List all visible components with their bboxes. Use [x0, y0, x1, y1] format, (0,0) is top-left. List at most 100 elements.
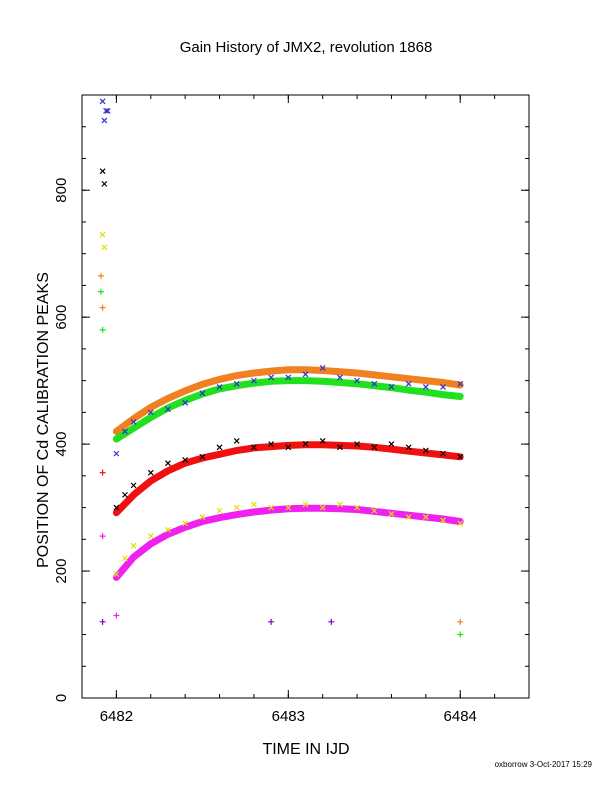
- scatter-point: [182, 399, 189, 406]
- x-tick-label: 6482: [100, 708, 133, 725]
- scatter-point: [268, 374, 275, 381]
- outlier-point: [99, 469, 106, 476]
- scatter-point: [216, 507, 223, 514]
- scatter-point: [388, 441, 395, 448]
- scatter-point: [440, 384, 446, 390]
- scatter-point: [268, 504, 275, 511]
- scatter-point: [216, 444, 223, 451]
- scatter-point: [336, 501, 343, 508]
- scatter-point: [457, 453, 464, 460]
- scatter-point: [130, 482, 137, 489]
- scatter-point: [250, 377, 257, 384]
- scatter-point: [147, 533, 154, 540]
- scatter-point: [122, 428, 128, 435]
- scatter-point: [268, 441, 275, 448]
- plot-frame: [81, 94, 530, 699]
- scatter-point: [113, 504, 120, 511]
- scatter-point: [457, 380, 464, 387]
- fit-lines: [112, 366, 464, 581]
- outlier-point: [328, 618, 335, 625]
- scatter-point: [371, 444, 378, 451]
- fit-line: [112, 366, 464, 435]
- scatter-point: [113, 571, 120, 578]
- scatter-point: [130, 418, 137, 425]
- outlier-point: [97, 272, 104, 279]
- scatter-point: [233, 438, 240, 444]
- scatter-point: [233, 504, 240, 511]
- scatter-point: [319, 438, 326, 444]
- scatter-point: [165, 526, 171, 533]
- scatter-point: [319, 504, 326, 511]
- scatter-point: [122, 491, 128, 498]
- y-tick-label: 600: [53, 305, 70, 330]
- scatter-point: [233, 380, 240, 387]
- fit-line: [112, 504, 464, 581]
- y-tick-label: 800: [53, 178, 70, 203]
- data-points: [97, 98, 464, 638]
- scatter-point: [302, 501, 309, 508]
- scatter-point: [422, 447, 429, 454]
- y-tick-label: 0: [53, 694, 70, 702]
- outlier-point: [99, 304, 106, 311]
- scatter-point: [354, 504, 361, 511]
- scatter-point: [199, 514, 206, 521]
- scatter-point: [319, 365, 326, 371]
- outlier-point: [99, 533, 106, 540]
- outlier-point: [457, 631, 464, 638]
- scatter-point: [113, 450, 120, 457]
- y-tick-label: 200: [53, 559, 70, 584]
- scatter-point: [147, 469, 154, 476]
- y-axis-label: POSITION OF Cd CALIBRATION PEAKS: [35, 272, 52, 568]
- outlier-point: [97, 288, 104, 295]
- scatter-point: [199, 390, 206, 397]
- scatter-point: [103, 107, 109, 114]
- x-axis-label: TIME IN IJD: [262, 741, 349, 758]
- scatter-point: [199, 453, 206, 460]
- axis-ticks: 6482 6483 6484 0 200 400 600 800: [53, 94, 530, 725]
- scatter-point: [336, 444, 343, 451]
- scatter-point: [99, 168, 106, 175]
- scatter-point: [101, 117, 108, 124]
- scatter-point: [302, 371, 309, 378]
- x-tick-label: 6484: [444, 708, 477, 725]
- outlier-point: [99, 326, 106, 333]
- outlier-point: [99, 618, 106, 625]
- footer-credit: oxborrow 3-Oct-2017 15:29: [494, 760, 592, 769]
- scatter-point: [130, 542, 137, 549]
- fit-line: [112, 441, 464, 517]
- scatter-point: [388, 511, 395, 517]
- scatter-point: [371, 380, 378, 387]
- scatter-point: [285, 504, 292, 511]
- scatter-point: [405, 444, 412, 451]
- scatter-point: [285, 374, 292, 381]
- scatter-point: [440, 450, 446, 457]
- scatter-point: [165, 460, 171, 467]
- scatter-point: [405, 380, 412, 387]
- scatter-point: [371, 507, 378, 514]
- x-tick-label: 6483: [272, 708, 305, 725]
- scatter-point: [122, 555, 128, 562]
- scatter-point: [104, 107, 111, 114]
- scatter-point: [101, 244, 108, 251]
- scatter-point: [99, 98, 106, 105]
- y-tick-label: 400: [53, 432, 70, 457]
- scatter-point: [285, 444, 292, 451]
- scatter-point: [422, 384, 429, 390]
- scatter-point: [250, 444, 257, 451]
- chart-title: Gain History of JMX2, revolution 1868: [180, 39, 433, 56]
- scatter-point: [440, 517, 446, 524]
- scatter-point: [388, 384, 395, 390]
- scatter-point: [250, 501, 257, 508]
- scatter-point: [457, 520, 464, 527]
- scatter-point: [147, 409, 154, 416]
- scatter-point: [336, 374, 343, 381]
- fit-line: [112, 377, 464, 443]
- scatter-point: [99, 231, 106, 238]
- scatter-point: [354, 377, 361, 384]
- outlier-point: [457, 618, 464, 625]
- scatter-point: [165, 406, 171, 413]
- scatter-point: [182, 457, 189, 463]
- scatter-point: [354, 441, 361, 448]
- scatter-point: [405, 514, 412, 521]
